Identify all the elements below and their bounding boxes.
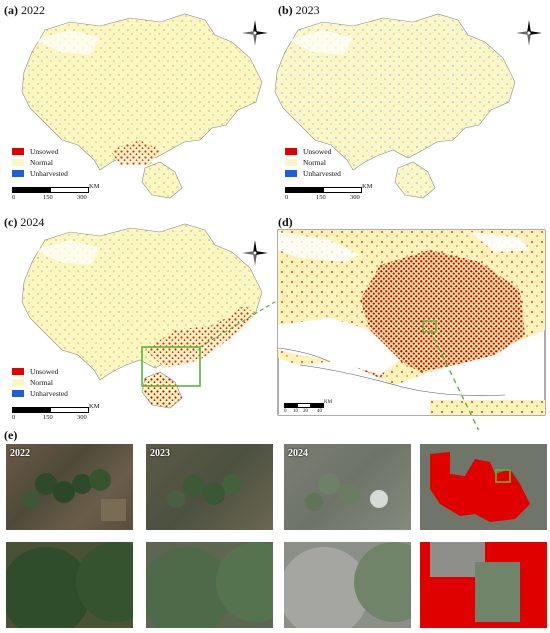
zoom-tile-2024 (284, 542, 411, 628)
legend-c: Unsowed Normal Unharvested (12, 366, 68, 399)
map-2022 (21, 13, 263, 199)
zoom-tile-2022 (6, 542, 133, 628)
legend-a: Unsowed Normal Unharvested (12, 146, 68, 179)
unharvested-swatch (12, 170, 24, 177)
satellite-tile-2022: 2022 (6, 444, 133, 530)
map-2023 (274, 13, 516, 199)
satellite-tile-2024: 2024 (284, 444, 411, 530)
scalebar-a: KM 0 150 300 (12, 183, 100, 201)
normal-swatch (12, 159, 24, 166)
zoom-tile-2023 (146, 542, 273, 628)
satellite-tile-2023: 2023 (146, 444, 273, 530)
north-arrow-a (240, 18, 270, 48)
north-arrow-b (514, 18, 544, 48)
panel-b-label: (b) 2023 (278, 3, 320, 17)
map-2024 (21, 223, 263, 409)
zoom-map (277, 229, 546, 416)
scalebar-c: KM 0 150 300 (12, 403, 100, 421)
panel-a-label: (a) 2022 (4, 3, 45, 17)
scalebar-b: KM 0 150 300 (285, 183, 373, 201)
legend-b: Unsowed Normal Unharvested (285, 146, 341, 179)
maps-canvas (21, 13, 546, 430)
unsowed-swatch (12, 148, 24, 155)
panel-c-label: (c) 2024 (4, 215, 45, 229)
zoom-highlight-box (422, 320, 437, 333)
panel-d-label: (d) (278, 215, 293, 229)
classified-tile (420, 444, 547, 530)
zoom-classified-tile (420, 542, 547, 628)
highlight-box-2024 (141, 346, 201, 387)
north-arrow-c (240, 238, 270, 268)
connector-line-c-d (199, 299, 279, 348)
panel-e-label: (e) (4, 428, 18, 442)
scalebar-d: KM 0 10 20 40 (284, 400, 333, 414)
